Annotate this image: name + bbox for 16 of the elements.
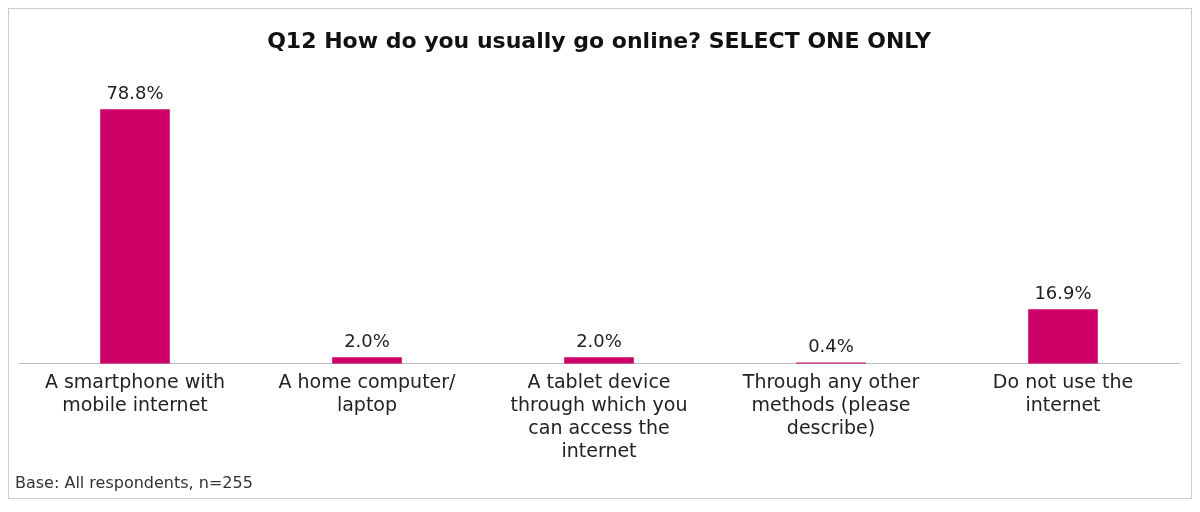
data-label: 2.0%	[576, 330, 622, 352]
x-tick-label: A home computer/ laptop	[278, 370, 457, 415]
data-label: 2.0%	[344, 330, 390, 352]
bar	[1028, 309, 1098, 364]
bar	[332, 357, 402, 364]
data-label: 78.8%	[106, 81, 164, 103]
data-label: 16.9%	[1034, 281, 1092, 303]
x-tick-label: A tablet device through which you can access the internet	[510, 370, 688, 461]
text: Base: All respondents, n=255	[14, 472, 254, 494]
x-tick-label: Do not use the internet	[992, 370, 1134, 415]
bar	[100, 109, 170, 364]
chart-title: Q12 How do you usually go online? SELECT ONE ONLY	[267, 27, 932, 53]
x-tick-label: A smartphone with mobile internet	[44, 370, 226, 415]
bar	[564, 357, 634, 364]
data-label: 0.4%	[808, 335, 854, 357]
x-tick-label: Through any other methods (please describe)	[741, 370, 920, 438]
